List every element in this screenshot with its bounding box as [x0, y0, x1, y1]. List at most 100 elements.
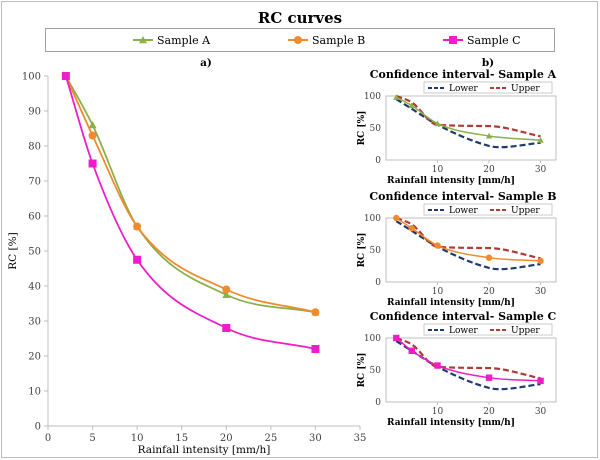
y-tick-label: 100	[22, 72, 41, 83]
data-point	[222, 324, 231, 332]
ci-legend-label: Upper	[511, 84, 540, 94]
ci-title: Confidence interval- Sample C	[370, 310, 557, 323]
ci-x-axis-title: Rainfall intensity [mm/h]	[387, 298, 515, 308]
ci-x-tick-label: 20	[483, 165, 495, 175]
ci-data-point	[537, 136, 544, 143]
legend-label: Sample C	[467, 34, 521, 47]
x-tick-label: 15	[175, 433, 188, 444]
ci-y-axis-title: RC [%]	[357, 233, 367, 268]
ci-x-tick-label: 30	[535, 407, 547, 417]
y-tick-label: 40	[28, 282, 41, 293]
x-tick-label: 35	[354, 433, 367, 444]
ci-data-point	[485, 254, 493, 261]
ci-x-tick-label: 10	[432, 287, 444, 297]
data-point	[88, 121, 97, 129]
y-tick-label: 50	[28, 247, 41, 258]
legend-marker	[449, 36, 457, 44]
ci-legend-box	[423, 81, 553, 94]
ci-data-point	[537, 377, 544, 385]
ci-y-axis-title: RC [%]	[357, 111, 367, 146]
y-tick-label: 70	[28, 177, 41, 188]
ci-x-tick-label: 20	[483, 287, 495, 297]
ci-data-point	[393, 94, 400, 100]
ci-x-tick-label: 30	[535, 165, 547, 175]
ci-bound-line	[395, 94, 541, 138]
ci-y-tick-label: 0	[375, 156, 381, 166]
ci-data-point	[408, 347, 415, 354]
ci-data-point	[393, 334, 400, 342]
panel-label-b: b)	[482, 57, 494, 69]
ci-y-tick-label: 0	[375, 398, 381, 408]
ci-y-tick-label: 100	[364, 334, 381, 344]
data-point	[222, 290, 231, 298]
panel-label-a: a)	[200, 57, 212, 69]
y-tick-label: 10	[28, 387, 41, 398]
data-point	[88, 159, 97, 168]
ci-y-tick-label: 50	[370, 366, 382, 376]
data-point	[222, 285, 231, 294]
x-tick-label: 20	[220, 433, 233, 444]
ci-legend-box	[423, 323, 553, 336]
ci-legend-label: Lower	[449, 84, 478, 94]
data-point	[88, 131, 97, 140]
y-tick-label: 60	[28, 212, 41, 223]
x-tick-label: 10	[131, 433, 144, 444]
ci-x-axis-title: Rainfall intensity [mm/h]	[387, 418, 515, 428]
ci-bound-line	[395, 216, 541, 260]
ci-y-tick-label: 100	[364, 92, 381, 102]
ci-x-tick-label: 20	[483, 407, 495, 417]
y-axis-title: RC [%]	[7, 232, 19, 269]
data-point	[311, 345, 320, 353]
ci-legend-label: Lower	[449, 206, 478, 216]
ci-y-tick-label: 0	[375, 278, 381, 288]
y-tick-label: 90	[28, 107, 41, 118]
legend-label: Sample A	[157, 34, 211, 47]
ci-data-point	[485, 132, 493, 139]
ci-legend-label: Lower	[449, 326, 478, 336]
ci-bound-line	[395, 336, 541, 380]
ci-series-line	[395, 217, 541, 262]
legend-label: Sample B	[312, 34, 365, 47]
legend	[45, 28, 555, 52]
x-tick-label: 25	[264, 433, 277, 444]
ci-x-tick-label: 10	[432, 165, 444, 175]
ci-x-tick-label: 30	[535, 287, 547, 297]
ci-data-point	[408, 225, 415, 232]
x-axis-title: Rainfall intensity [mm/h]	[138, 444, 271, 456]
ci-data-point	[485, 374, 493, 381]
ci-bound-line	[395, 220, 541, 271]
ci-title: Confidence interval- Sample B	[369, 190, 556, 203]
data-point	[133, 222, 142, 231]
ci-bound-line	[395, 340, 541, 391]
ci-series-line	[395, 96, 541, 141]
y-tick-label: 0	[35, 422, 41, 433]
ci-data-point	[434, 120, 441, 127]
ci-y-tick-label: 100	[364, 214, 381, 224]
x-tick-label: 0	[45, 433, 51, 444]
ci-data-point	[434, 362, 441, 369]
ci-legend-box	[423, 203, 553, 216]
ci-data-point	[434, 242, 441, 249]
y-tick-label: 80	[28, 142, 41, 153]
ci-y-tick-label: 50	[370, 124, 382, 134]
ci-data-point	[408, 102, 415, 109]
legend-marker	[294, 36, 302, 44]
legend-marker	[139, 36, 147, 44]
ci-y-axis-title: RC [%]	[357, 353, 367, 388]
figure-title: RC curves	[257, 9, 343, 27]
ci-legend-label: Upper	[511, 326, 540, 336]
ci-x-tick-label: 10	[432, 407, 444, 417]
y-tick-label: 30	[28, 317, 41, 328]
x-tick-label: 5	[89, 433, 95, 444]
ci-series-line	[395, 337, 541, 382]
series-line	[65, 75, 316, 314]
ci-data-point	[393, 214, 400, 222]
ci-y-tick-label: 50	[370, 246, 382, 256]
ci-x-axis-title: Rainfall intensity [mm/h]	[387, 176, 515, 186]
ci-plot-frame	[385, 95, 557, 161]
ci-plot-frame	[385, 217, 557, 283]
y-tick-label: 20	[28, 352, 41, 363]
data-point	[61, 72, 70, 80]
